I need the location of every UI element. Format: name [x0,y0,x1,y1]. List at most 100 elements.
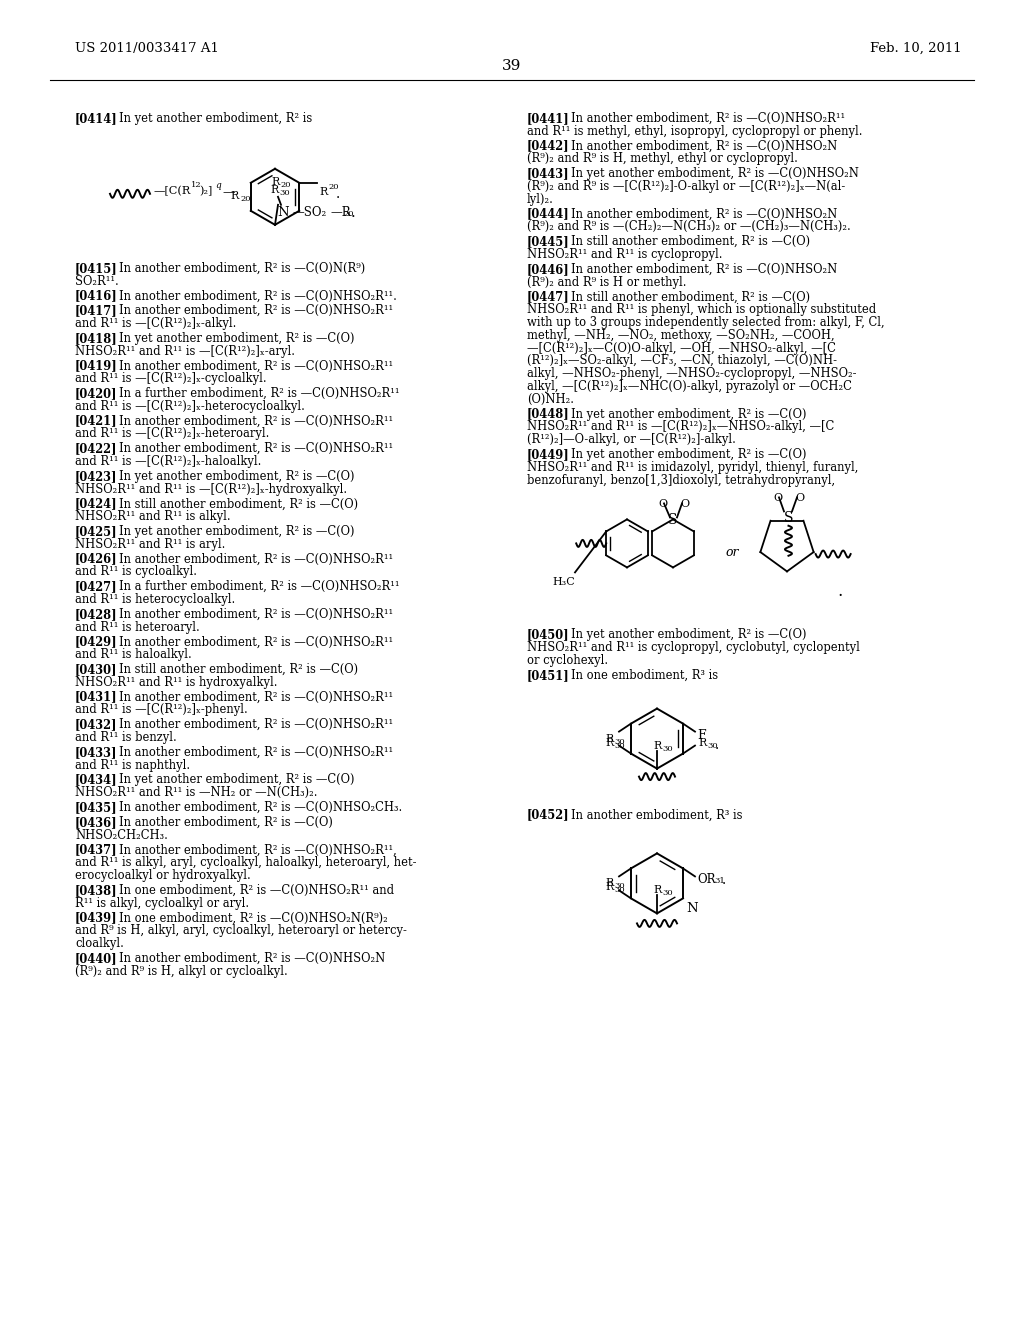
Text: (R⁹)₂ and R⁹ is —(CH₂)₂—N(CH₃)₂ or —(CH₂)₃—N(CH₃)₂.: (R⁹)₂ and R⁹ is —(CH₂)₂—N(CH₃)₂ or —(CH₂… [527,220,851,234]
Text: In another embodiment, R² is —C(O)NHSO₂R¹¹: In another embodiment, R² is —C(O)NHSO₂R… [119,359,393,372]
Text: (R¹²)₂]ₓ—SO₂-alkyl, —CF₃, —CN, thiazolyl, —C(O)NH-: (R¹²)₂]ₓ—SO₂-alkyl, —CF₃, —CN, thiazolyl… [527,354,837,367]
Text: [0450]: [0450] [527,628,569,642]
Text: In a further embodiment, R² is —C(O)NHSO₂R¹¹: In a further embodiment, R² is —C(O)NHSO… [119,581,399,593]
Text: and R¹¹ is heterocycloalkyl.: and R¹¹ is heterocycloalkyl. [75,593,236,606]
Text: [0446]: [0446] [527,263,569,276]
Text: NHSO₂R¹¹ and R¹¹ is alkyl.: NHSO₂R¹¹ and R¹¹ is alkyl. [75,511,230,523]
Text: [0415]: [0415] [75,261,118,275]
Text: and R¹¹ is —[C(R¹²)₂]ₓ-phenyl.: and R¹¹ is —[C(R¹²)₂]ₓ-phenyl. [75,704,248,717]
Text: In another embodiment, R² is —C(O)NHSO₂R¹¹: In another embodiment, R² is —C(O)NHSO₂R… [119,553,393,565]
Text: R¹¹ is alkyl, cycloalkyl or aryl.: R¹¹ is alkyl, cycloalkyl or aryl. [75,896,249,909]
Text: 20: 20 [329,182,339,191]
Text: In another embodiment, R² is —C(O)NHSO₂R¹¹: In another embodiment, R² is —C(O)NHSO₂R… [119,442,393,455]
Text: (R⁹)₂ and R⁹ is —[C(R¹²)₂]-O-alkyl or —[C(R¹²)₂]ₓ—N(al-: (R⁹)₂ and R⁹ is —[C(R¹²)₂]-O-alkyl or —[… [527,180,845,193]
Text: 30: 30 [707,742,718,750]
Text: erocycloalkyl or hydroxyalkyl.: erocycloalkyl or hydroxyalkyl. [75,869,251,882]
Text: S: S [668,513,678,528]
Text: R: R [271,177,280,187]
Text: [0419]: [0419] [75,359,118,372]
Text: NHSO₂R¹¹ and R¹¹ is imidazolyl, pyridyl, thienyl, furanyl,: NHSO₂R¹¹ and R¹¹ is imidazolyl, pyridyl,… [527,461,858,474]
Text: [0434]: [0434] [75,774,118,787]
Text: 20: 20 [241,195,251,203]
Text: (R⁹)₂ and R⁹ is H, alkyl or cycloalkyl.: (R⁹)₂ and R⁹ is H, alkyl or cycloalkyl. [75,965,288,978]
Text: [0435]: [0435] [75,801,118,814]
Text: R: R [270,185,279,195]
Text: and R¹¹ is benzyl.: and R¹¹ is benzyl. [75,731,177,744]
Text: In another embodiment, R² is —C(O)NHSO₂R¹¹: In another embodiment, R² is —C(O)NHSO₂R… [571,112,845,125]
Text: [0433]: [0433] [75,746,118,759]
Text: S: S [784,511,794,525]
Text: N: N [278,206,289,219]
Text: (R⁹)₂ and R⁹ is H or methyl.: (R⁹)₂ and R⁹ is H or methyl. [527,276,686,289]
Text: and R¹¹ is cycloalkyl.: and R¹¹ is cycloalkyl. [75,565,197,578]
Text: (R⁹)₂ and R⁹ is H, methyl, ethyl or cyclopropyl.: (R⁹)₂ and R⁹ is H, methyl, ethyl or cycl… [527,152,798,165]
Text: [0414]: [0414] [75,112,118,125]
Text: and R¹¹ is —[C(R¹²)₂]ₓ-cycloalkyl.: and R¹¹ is —[C(R¹²)₂]ₓ-cycloalkyl. [75,372,266,385]
Text: In yet another embodiment, R² is —C(O): In yet another embodiment, R² is —C(O) [571,408,807,421]
Text: In yet another embodiment, R² is —C(O)NHSO₂N: In yet another embodiment, R² is —C(O)NH… [571,168,859,181]
Text: In still another embodiment, R² is —C(O): In still another embodiment, R² is —C(O) [571,290,810,304]
Text: In another embodiment, R³ is: In another embodiment, R³ is [571,809,742,821]
Text: In still another embodiment, R² is —C(O): In still another embodiment, R² is —C(O) [571,235,810,248]
Text: [0431]: [0431] [75,690,118,704]
Text: In another embodiment, R² is —C(O)NHSO₂R¹¹.: In another embodiment, R² is —C(O)NHSO₂R… [119,289,397,302]
Text: benzofuranyl, benzo[1,3]dioxolyl, tetrahydropyranyl,: benzofuranyl, benzo[1,3]dioxolyl, tetrah… [527,474,836,487]
Text: In yet another embodiment, R² is —C(O): In yet another embodiment, R² is —C(O) [119,525,354,539]
Text: 30: 30 [662,890,673,898]
Text: [0444]: [0444] [527,207,569,220]
Text: [0432]: [0432] [75,718,118,731]
Text: O: O [658,499,667,510]
Text: .: . [351,206,355,220]
Text: [0442]: [0442] [527,140,569,153]
Text: [0438]: [0438] [75,884,118,896]
Text: .: . [722,874,726,887]
Text: [0452]: [0452] [527,809,569,821]
Text: NHSO₂R¹¹ and R¹¹ is —[C(R¹²)₂]ₓ—NHSO₂-alkyl, —[C: NHSO₂R¹¹ and R¹¹ is —[C(R¹²)₂]ₓ—NHSO₂-al… [527,420,835,433]
Text: [0447]: [0447] [527,290,569,304]
Text: [0420]: [0420] [75,387,118,400]
Text: [0416]: [0416] [75,289,118,302]
Text: OR: OR [697,874,716,887]
Text: R: R [319,187,328,197]
Text: 30: 30 [614,887,625,895]
Text: [0423]: [0423] [75,470,118,483]
Text: [0427]: [0427] [75,581,118,593]
Text: In another embodiment, R² is —C(O)NHSO₂R¹¹: In another embodiment, R² is —C(O)NHSO₂R… [119,304,393,317]
Text: or: or [725,546,738,560]
Text: In one embodiment, R² is —C(O)NHSO₂N(R⁹)₂: In one embodiment, R² is —C(O)NHSO₂N(R⁹)… [119,911,388,924]
Text: [0430]: [0430] [75,663,118,676]
Text: alkyl, —[C(R¹²)₂]ₓ—NHC(O)-alkyl, pyrazolyl or —OCH₂C: alkyl, —[C(R¹²)₂]ₓ—NHC(O)-alkyl, pyrazol… [527,380,852,393]
Text: In another embodiment, R² is —C(O)NHSO₂R¹¹: In another embodiment, R² is —C(O)NHSO₂R… [119,718,393,731]
Text: and R¹¹ is naphthyl.: and R¹¹ is naphthyl. [75,759,190,772]
Text: NHSO₂R¹¹ and R¹¹ is cyclopropyl, cyclobutyl, cyclopentyl: NHSO₂R¹¹ and R¹¹ is cyclopropyl, cyclobu… [527,642,860,655]
Text: lyl)₂.: lyl)₂. [527,193,554,206]
Text: O: O [773,494,782,503]
Text: In yet another embodiment, R² is —C(O): In yet another embodiment, R² is —C(O) [571,628,807,642]
Text: .: . [336,187,341,201]
Text: [0425]: [0425] [75,525,118,539]
Text: In another embodiment, R² is —C(O)NHSO₂N: In another embodiment, R² is —C(O)NHSO₂N [571,207,838,220]
Text: 30: 30 [614,742,625,750]
Text: [0426]: [0426] [75,553,118,565]
Text: and R⁹ is H, alkyl, aryl, cycloalkyl, heteroaryl or hetercy-: and R⁹ is H, alkyl, aryl, cycloalkyl, he… [75,924,407,937]
Text: —[C(R: —[C(R [153,186,190,197]
Text: and R¹¹ is —[C(R¹²)₂]ₓ-heteroaryl.: and R¹¹ is —[C(R¹²)₂]ₓ-heteroaryl. [75,428,269,441]
Text: 30: 30 [662,744,673,752]
Text: US 2011/0033417 A1: US 2011/0033417 A1 [75,42,219,55]
Text: [0429]: [0429] [75,635,118,648]
Text: In still another embodiment, R² is —C(O): In still another embodiment, R² is —C(O) [119,663,358,676]
Text: or cyclohexyl.: or cyclohexyl. [527,653,608,667]
Text: and R¹¹ is —[C(R¹²)₂]ₓ-alkyl.: and R¹¹ is —[C(R¹²)₂]ₓ-alkyl. [75,317,237,330]
Text: In another embodiment, R² is —C(O)NHSO₂R¹¹: In another embodiment, R² is —C(O)NHSO₂R… [119,746,393,759]
Text: NHSO₂CH₂CH₃.: NHSO₂CH₂CH₃. [75,829,168,842]
Text: R: R [698,738,707,747]
Text: [0418]: [0418] [75,331,118,345]
Text: NHSO₂R¹¹ and R¹¹ is cyclopropyl.: NHSO₂R¹¹ and R¹¹ is cyclopropyl. [527,248,723,261]
Text: In another embodiment, R² is —C(O)NHSO₂R¹¹: In another embodiment, R² is —C(O)NHSO₂R… [119,690,393,704]
Text: F: F [697,729,706,742]
Text: [0437]: [0437] [75,843,118,857]
Text: [0439]: [0439] [75,911,118,924]
Text: NHSO₂R¹¹ and R¹¹ is hydroxyalkyl.: NHSO₂R¹¹ and R¹¹ is hydroxyalkyl. [75,676,278,689]
Text: R: R [605,734,613,743]
Text: 30: 30 [279,189,290,197]
